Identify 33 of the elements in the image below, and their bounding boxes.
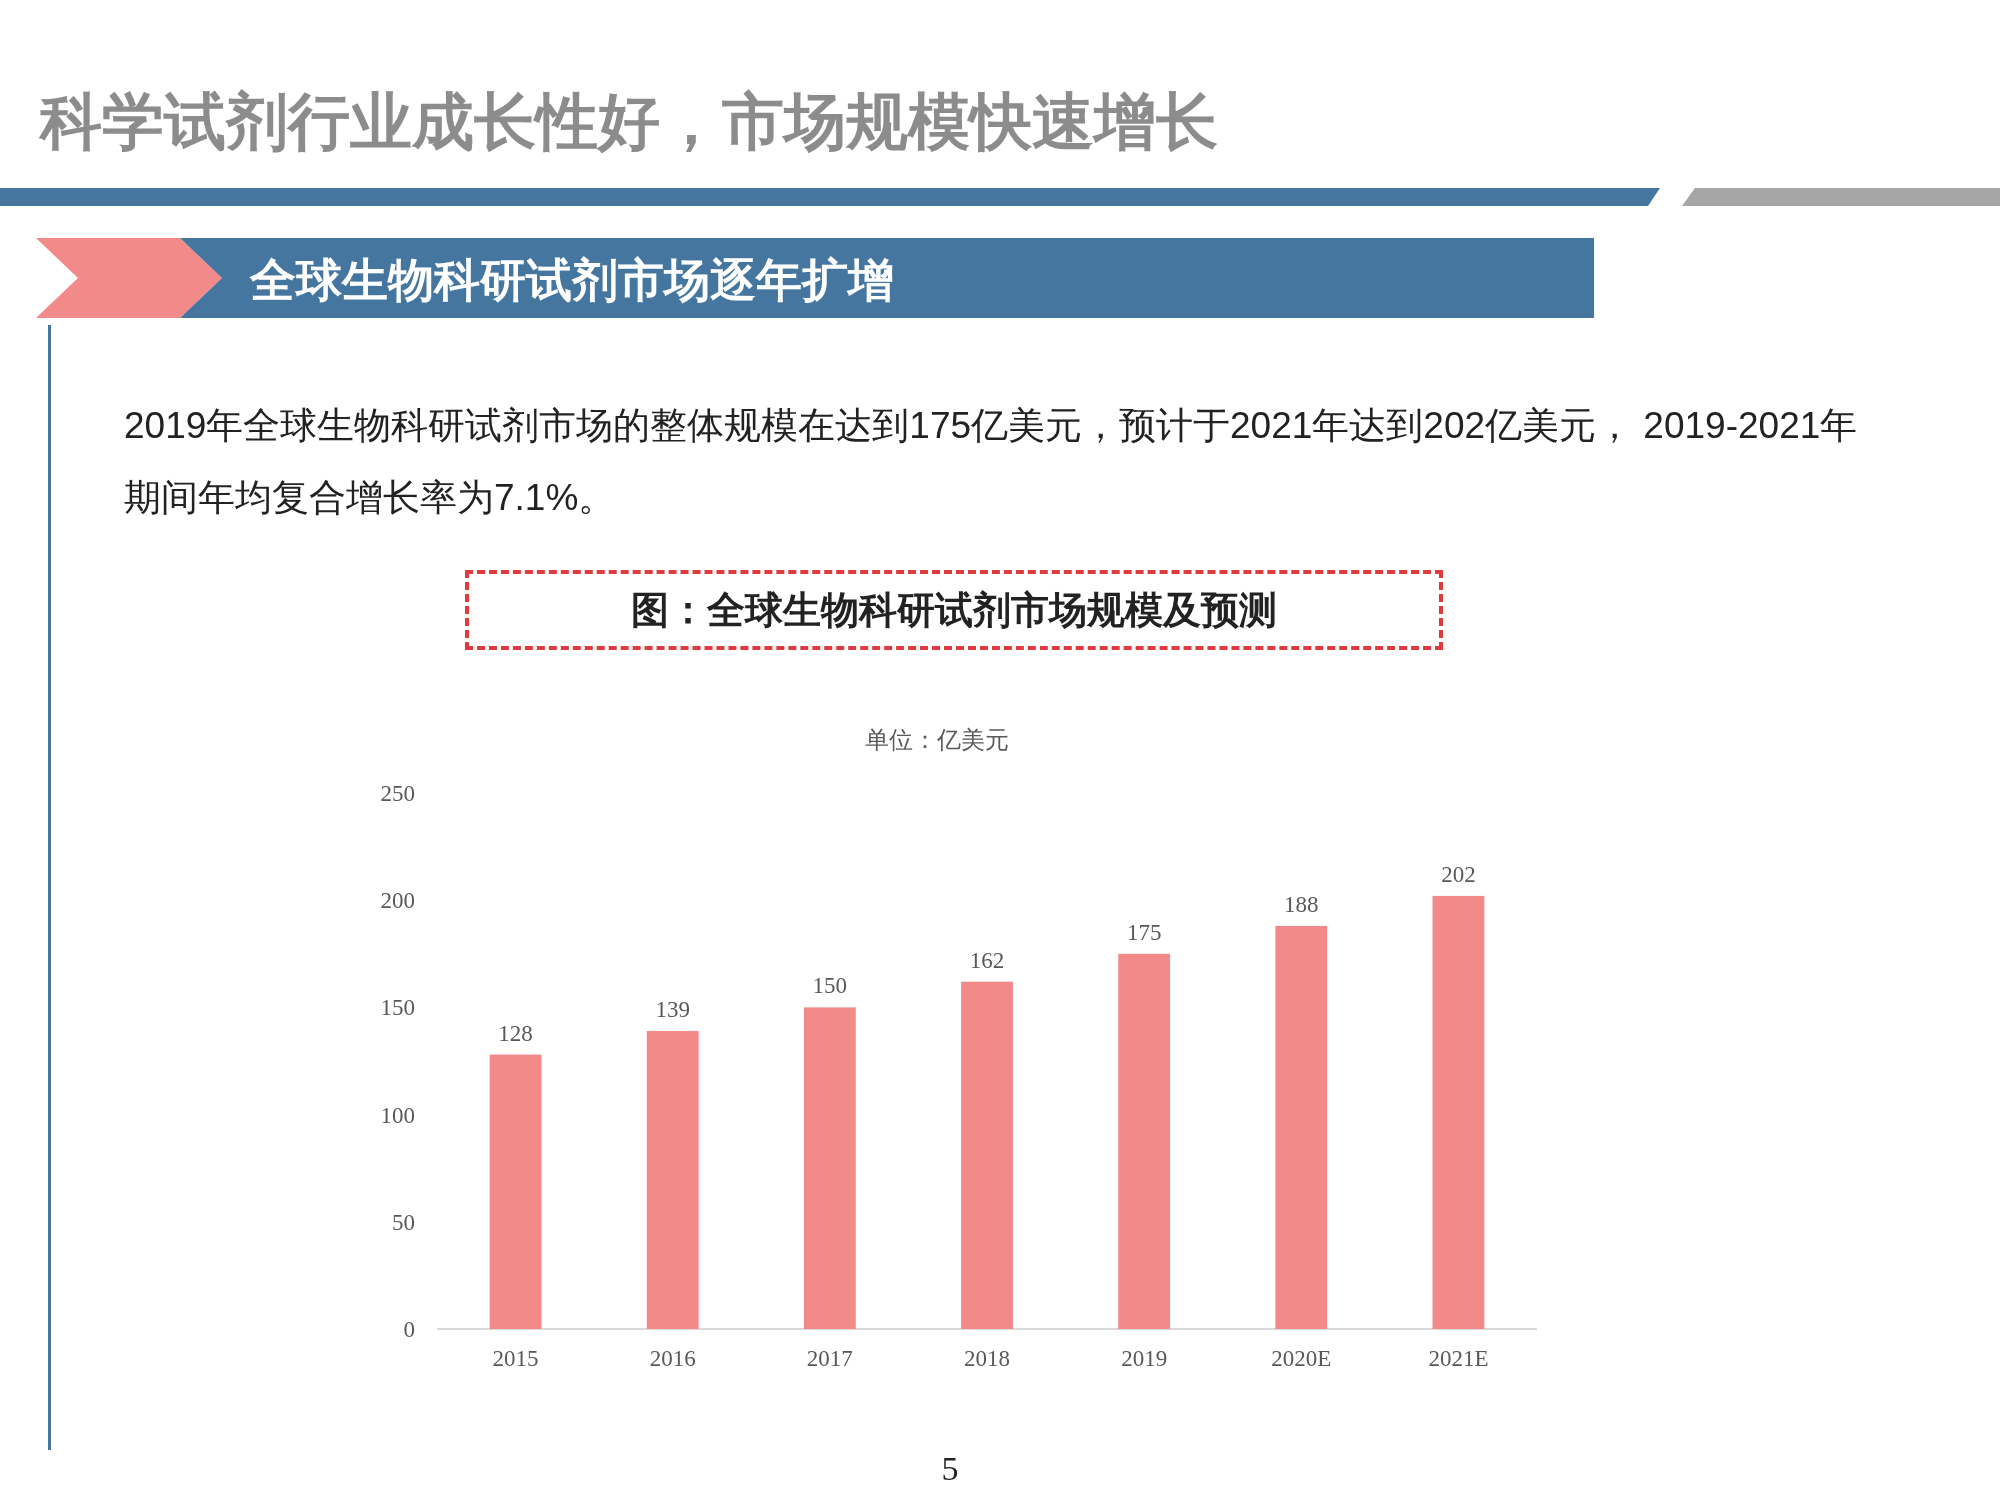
x-tick-label: 2017 <box>806 1346 853 1371</box>
x-tick-label: 2016 <box>649 1346 696 1371</box>
text: 2019年全球生物科研试剂市场的整体规模在达到175亿美元，预计于2021年达到202亿美元， 2019-2021年期间年均复合增长率为7.1%。 <box>124 404 1859 520</box>
y-axis-title: 单位：亿美元 <box>865 726 1009 753</box>
data-label: 139 <box>655 996 690 1022</box>
x-tick-label: 2018 <box>964 1346 1010 1371</box>
y-tick-label: 100 <box>380 1102 415 1128</box>
bar <box>646 1030 699 1329</box>
chart-subtitle: 全球生物科研试剂市场逐年扩增 <box>250 253 894 308</box>
chart-title: 科学试剂行业成长性好，市场规模快速增长 <box>40 86 1218 158</box>
bar <box>489 1054 542 1329</box>
data-label: 150 <box>812 973 848 999</box>
data-label: 162 <box>969 947 1005 973</box>
y-tick-label: 50 <box>392 1209 415 1235</box>
data-label: 128 <box>498 1020 533 1046</box>
bar <box>1432 895 1485 1329</box>
y-tick-label: 150 <box>380 995 415 1021</box>
bar <box>1275 925 1328 1329</box>
x-tick-label: 2015 <box>492 1346 539 1371</box>
y-tick-label: 0 <box>403 1317 415 1342</box>
x-tick-label: 2019 <box>1121 1346 1168 1371</box>
text: 5 <box>940 1450 960 1488</box>
bar <box>961 981 1013 1329</box>
x-tick-label: 2020E <box>1271 1346 1332 1371</box>
data-label: 175 <box>1126 919 1162 945</box>
text: 图：全球生物科研试剂市场规模及预测 <box>465 570 1443 650</box>
x-tick-label: 2021E <box>1428 1346 1489 1371</box>
data-label: 188 <box>1284 891 1319 917</box>
bar <box>803 1007 856 1329</box>
y-tick-label: 200 <box>380 888 415 914</box>
data-label: 202 <box>1441 861 1476 887</box>
y-tick-label: 250 <box>380 781 415 806</box>
bar <box>1118 953 1171 1329</box>
